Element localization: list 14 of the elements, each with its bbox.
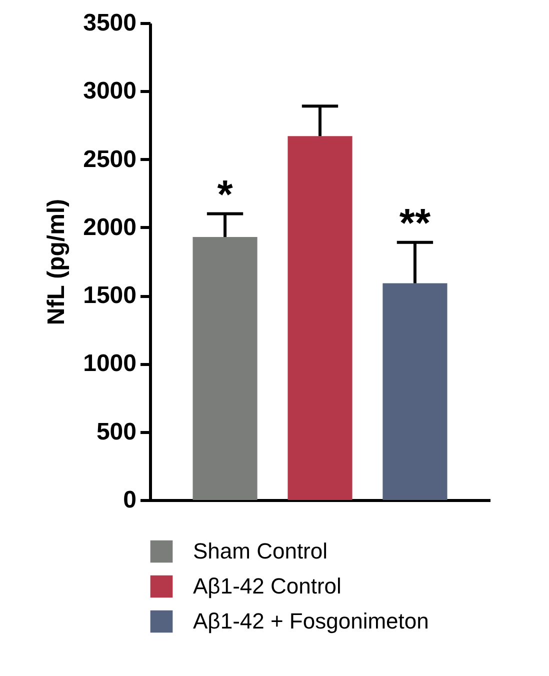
y-tick-label: 0 (123, 486, 136, 514)
legend-label: Sham Control (193, 538, 328, 564)
y-tick-label: 1000 (83, 350, 136, 378)
annotation: * (217, 172, 234, 217)
y-tick-label: 1500 (83, 282, 136, 310)
legend-label: Aβ1-42 + Fosgonimeton (193, 608, 429, 634)
y-tick-label: 3500 (83, 10, 136, 36)
legend-label: Aβ1-42 Control (193, 574, 342, 598)
y-tick-label: 500 (96, 418, 136, 446)
y-tick-label: 2500 (83, 146, 136, 173)
y-tick-label: 2000 (83, 214, 136, 241)
y-axis-title: NfL (pg/ml) (43, 198, 70, 326)
y-tick-label: 3000 (83, 78, 136, 105)
annotation: ** (399, 201, 431, 246)
